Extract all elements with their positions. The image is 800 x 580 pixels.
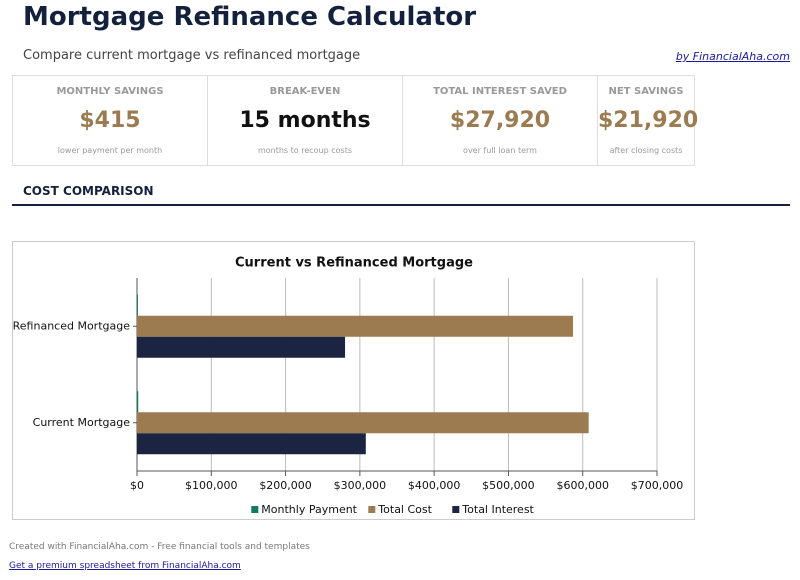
kpi-value: $21,920	[598, 108, 699, 133]
kpi-label: TOTAL INTEREST SAVED	[433, 86, 567, 97]
kpi-label: MONTHLY SAVINGS	[56, 86, 164, 97]
kpi-label: NET SAVINGS	[608, 86, 684, 97]
x-tick-label: $0	[130, 479, 144, 492]
x-tick-label: $200,000	[259, 479, 312, 492]
page-title: Mortgage Refinance Calculator	[23, 2, 477, 32]
kpi-card: TOTAL INTEREST SAVED $27,920 over full l…	[403, 76, 598, 165]
legend-label: Monthly Payment	[261, 503, 357, 516]
kpi-note: lower payment per month	[57, 146, 163, 155]
kpi-card: BREAK-EVEN 15 months months to recoup co…	[208, 76, 403, 165]
bar	[137, 412, 589, 434]
subtitle: Compare current mortgage vs refinanced m…	[23, 48, 361, 63]
legend-swatch	[452, 506, 460, 513]
byline-link[interactable]: by FinancialAha.com	[675, 50, 790, 63]
kpi-value: 15 months	[239, 108, 371, 133]
bar	[137, 336, 346, 358]
legend-label: Total Cost	[377, 503, 432, 516]
section-rule	[12, 204, 790, 206]
footer-link[interactable]: Get a premium spreadsheet from Financial…	[9, 561, 241, 571]
legend-swatch	[368, 506, 376, 513]
x-tick-label: $600,000	[556, 479, 609, 492]
chart: Current vs Refinanced Mortgage $0 $100,00…	[13, 256, 684, 517]
kpi-value: $27,920	[449, 108, 551, 133]
x-tick-label: $100,000	[185, 479, 238, 492]
kpi-value: $415	[79, 108, 141, 133]
chart-container: Current vs Refinanced Mortgage $0 $100,00…	[12, 241, 695, 520]
y-tick-label: Refinanced Mortgage	[13, 319, 130, 332]
kpi-card: NET SAVINGS $21,920 after closing costs	[598, 76, 699, 165]
bar	[137, 433, 366, 455]
footer-credit: Created with FinancialAha.com - Free fin…	[9, 542, 310, 552]
section-title: COST COMPARISON	[23, 184, 154, 198]
bar	[137, 391, 139, 413]
legend-label: Total Interest	[461, 503, 534, 516]
bar	[137, 294, 138, 316]
kpi-note: after closing costs	[609, 146, 683, 155]
chart-title: Current vs Refinanced Mortgage	[235, 256, 473, 271]
y-tick-label: Current Mortgage	[33, 416, 131, 429]
kpi-note: over full loan term	[463, 146, 537, 155]
x-tick-label: $300,000	[334, 479, 387, 492]
x-tick-label: $700,000	[631, 479, 684, 492]
kpi-note: months to recoup costs	[257, 146, 353, 155]
x-tick-label: $400,000	[408, 479, 461, 492]
kpi-row: MONTHLY SAVINGS $415 lower payment per m…	[12, 75, 699, 166]
x-tick-label: $500,000	[482, 479, 535, 492]
kpi-label: BREAK-EVEN	[269, 86, 341, 97]
legend-swatch	[251, 506, 259, 513]
bar	[137, 315, 574, 337]
kpi-card: MONTHLY SAVINGS $415 lower payment per m…	[13, 76, 208, 165]
